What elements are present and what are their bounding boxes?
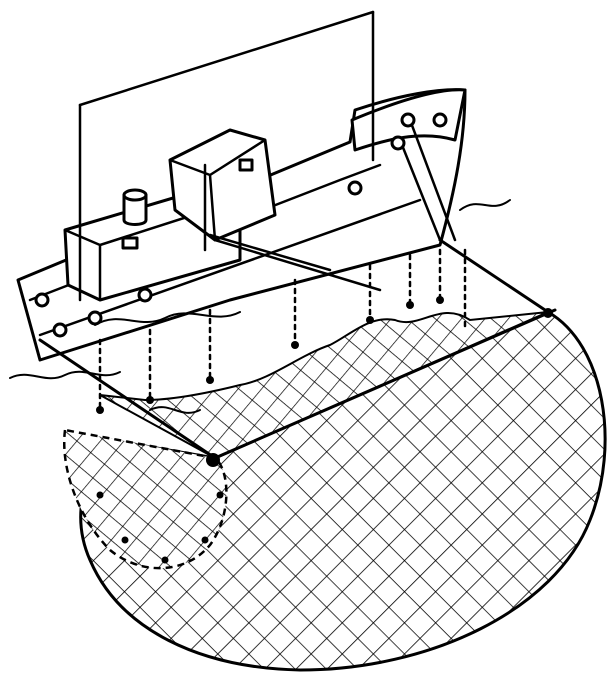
net-curtain <box>99 311 549 460</box>
wheelhouse-window <box>121 236 139 250</box>
funnel-stack <box>168 128 277 242</box>
funnel-vent <box>238 158 254 172</box>
funnel-top-edge <box>168 138 267 242</box>
net-weights <box>96 296 553 564</box>
dropper-lines <box>98 248 467 412</box>
rigging <box>78 10 457 302</box>
small-chimney <box>122 193 148 226</box>
net-frame-poles <box>38 238 557 460</box>
small-chimney-top <box>122 188 148 202</box>
water-waves <box>9 199 511 414</box>
main-net-bag <box>79 310 607 672</box>
side-net-bag <box>63 428 228 570</box>
deck-bollards <box>34 112 448 338</box>
